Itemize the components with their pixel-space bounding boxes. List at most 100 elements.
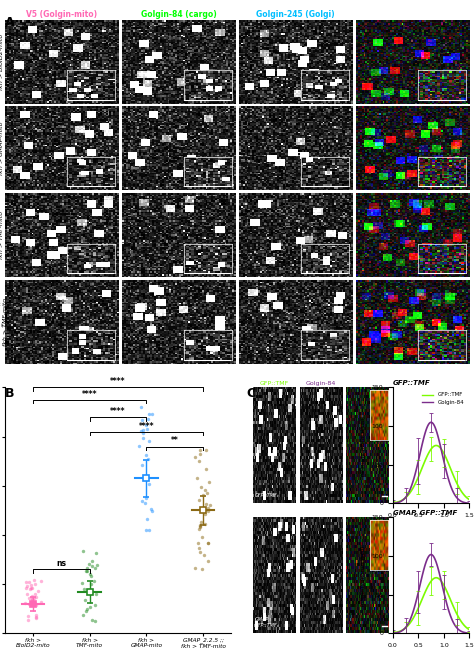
Bar — [184, 330, 229, 360]
Point — [30, 593, 38, 603]
Point — [25, 599, 33, 609]
Point — [194, 538, 202, 549]
Text: GMAP, GFP::TMF: GMAP, GFP::TMF — [393, 509, 457, 516]
Point — [203, 488, 211, 498]
Point — [197, 482, 204, 492]
Point — [86, 601, 94, 612]
Point — [204, 537, 212, 548]
Point — [83, 566, 91, 577]
Point — [82, 605, 90, 616]
Point — [83, 563, 91, 573]
Point — [195, 495, 203, 505]
Point — [197, 445, 204, 455]
Point — [202, 464, 210, 475]
Bar — [301, 330, 346, 360]
Point — [193, 472, 201, 483]
Legend: GFP::TMF, Golgin-84: GFP::TMF, Golgin-84 — [420, 390, 466, 407]
Point — [138, 496, 146, 506]
Point — [92, 548, 100, 558]
Point — [199, 489, 207, 500]
Point — [28, 582, 36, 593]
Point — [29, 594, 36, 605]
Point — [199, 564, 206, 574]
Bar — [418, 70, 464, 99]
Text: A: A — [5, 16, 14, 29]
Point — [197, 449, 204, 459]
Point — [143, 451, 150, 461]
Title: Golgin-84 (cargo): Golgin-84 (cargo) — [141, 10, 217, 19]
Point — [138, 415, 146, 425]
Y-axis label: fkh > TMF-mito: fkh > TMF-mito — [0, 211, 4, 259]
Title: Golgin-245 (Golgi): Golgin-245 (Golgi) — [256, 10, 335, 19]
Point — [143, 525, 150, 535]
Title: Golgin-84: Golgin-84 — [306, 381, 337, 387]
Bar — [184, 157, 229, 186]
Point — [90, 576, 98, 586]
Point — [135, 441, 143, 451]
Point — [32, 613, 40, 623]
Point — [32, 600, 40, 611]
Bar — [301, 244, 346, 273]
Point — [148, 409, 156, 420]
Text: ns: ns — [56, 559, 66, 568]
Point — [191, 452, 199, 462]
Point — [137, 402, 145, 412]
Point — [91, 599, 99, 610]
Point — [143, 424, 150, 434]
X-axis label: Distance (μm): Distance (μm) — [409, 524, 454, 529]
Point — [79, 545, 87, 556]
Point — [204, 556, 211, 566]
Point — [141, 498, 148, 508]
Point — [25, 577, 33, 587]
Point — [27, 579, 35, 590]
Point — [22, 583, 30, 594]
Point — [32, 613, 40, 624]
Point — [202, 498, 210, 509]
Bar — [301, 157, 346, 186]
Point — [145, 479, 153, 489]
Point — [191, 563, 199, 573]
Point — [27, 582, 35, 593]
Point — [25, 593, 33, 603]
Title: GFP::TMF: GFP::TMF — [260, 381, 289, 387]
Bar — [184, 70, 229, 99]
Point — [144, 514, 151, 524]
Point — [37, 597, 45, 607]
Point — [201, 519, 209, 530]
Text: ****: **** — [110, 377, 126, 387]
Point — [205, 506, 212, 517]
Title: merge: merge — [357, 381, 378, 387]
Point — [22, 577, 29, 588]
Text: GFP::TMF: GFP::TMF — [393, 379, 430, 386]
Y-axis label: GMAP_2.2.5 ;;
fkh > TMF-mito: GMAP_2.2.5 ;; fkh > TMF-mito — [0, 298, 8, 346]
Point — [205, 538, 212, 549]
Bar — [184, 244, 229, 273]
Bar — [301, 70, 346, 99]
Text: ****: **** — [82, 390, 98, 398]
Point — [89, 561, 96, 571]
Point — [24, 611, 32, 622]
Point — [31, 589, 39, 599]
Point — [33, 592, 40, 603]
Point — [202, 445, 210, 455]
Point — [146, 436, 153, 447]
Point — [88, 556, 96, 566]
Point — [196, 520, 204, 530]
Point — [88, 614, 95, 625]
Point — [34, 586, 42, 596]
Point — [83, 603, 91, 614]
Point — [85, 559, 92, 569]
Text: ****: **** — [138, 422, 154, 430]
Point — [142, 419, 149, 430]
Point — [31, 597, 39, 608]
Bar — [418, 157, 464, 186]
Point — [32, 610, 39, 620]
Text: **: ** — [171, 436, 179, 445]
Point — [79, 609, 87, 620]
Title: Merge: Merge — [399, 10, 426, 19]
Point — [206, 500, 214, 510]
Point — [93, 560, 100, 570]
Point — [82, 565, 90, 576]
Y-axis label: Intensity (normalised): Intensity (normalised) — [361, 545, 366, 606]
Point — [37, 575, 45, 586]
